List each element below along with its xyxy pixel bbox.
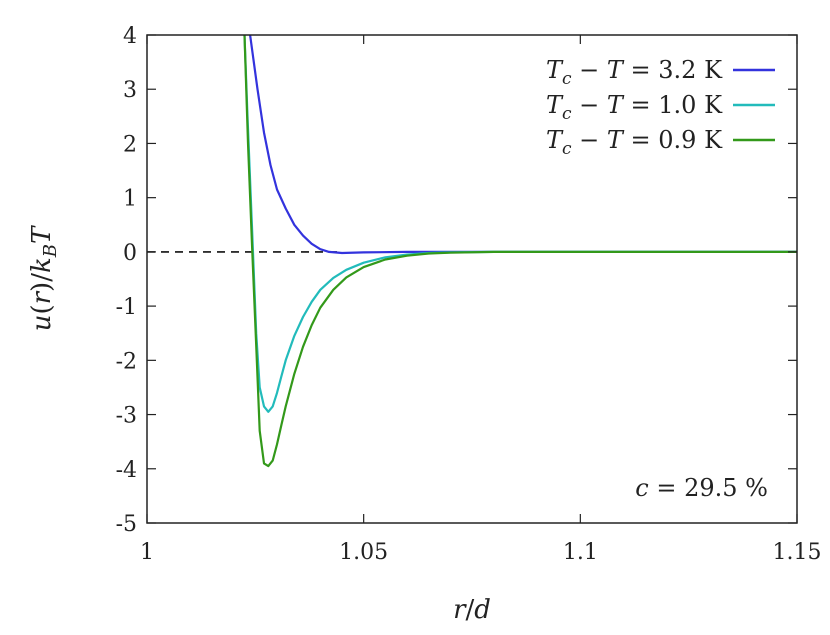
- annot-value: = 29.5 %: [649, 474, 768, 502]
- series-line-3: [243, 35, 797, 468]
- y-label-k: k: [27, 257, 57, 273]
- concentration-annotation: c = 29.5 %: [635, 474, 768, 502]
- legend-label-1: Tc − T = 3.2 K: [546, 56, 723, 89]
- annot-c: c: [635, 474, 648, 502]
- y-tick-label: 0: [123, 241, 137, 266]
- legend: Tc − T = 3.2 KTc − T = 1.0 KTc − T = 0.9…: [546, 56, 775, 159]
- x-label-slash: /: [466, 595, 475, 625]
- x-axis-label: r/d: [453, 595, 491, 625]
- y-tick-label: -3: [116, 404, 137, 429]
- x-tick-label: 1.15: [773, 540, 822, 565]
- y-tick-label: -5: [116, 512, 137, 537]
- y-tick-label: 1: [123, 187, 137, 212]
- y-label-r: r: [27, 290, 57, 304]
- y-tick-label: -2: [116, 349, 137, 374]
- plot-frame: [146, 34, 798, 524]
- y-label-t: T: [27, 225, 57, 244]
- y-axis-label: u(r)/kBT: [27, 225, 61, 331]
- x-tick-label: 1.1: [563, 540, 598, 565]
- x-tick-label: 1: [140, 540, 154, 565]
- y-label-u: u: [27, 315, 57, 332]
- x-label-r: r: [453, 595, 467, 625]
- legend-label-3: Tc − T = 0.9 K: [546, 126, 723, 159]
- y-tick-label: 4: [123, 24, 137, 49]
- y-tick-label: 2: [123, 132, 137, 157]
- y-tick-label: 3: [123, 78, 137, 103]
- y-label-paren-open: (: [27, 304, 57, 314]
- y-tick-label: -4: [116, 458, 137, 483]
- x-label-d: d: [474, 595, 491, 625]
- series-layer: [243, 35, 797, 468]
- y-label-paren-close: )/: [27, 273, 57, 292]
- x-tick-label: 1.05: [339, 540, 388, 565]
- y-label-sub-b: B: [40, 244, 61, 258]
- y-tick-label: -1: [116, 295, 137, 320]
- legend-label-2: Tc − T = 1.0 K: [546, 91, 723, 124]
